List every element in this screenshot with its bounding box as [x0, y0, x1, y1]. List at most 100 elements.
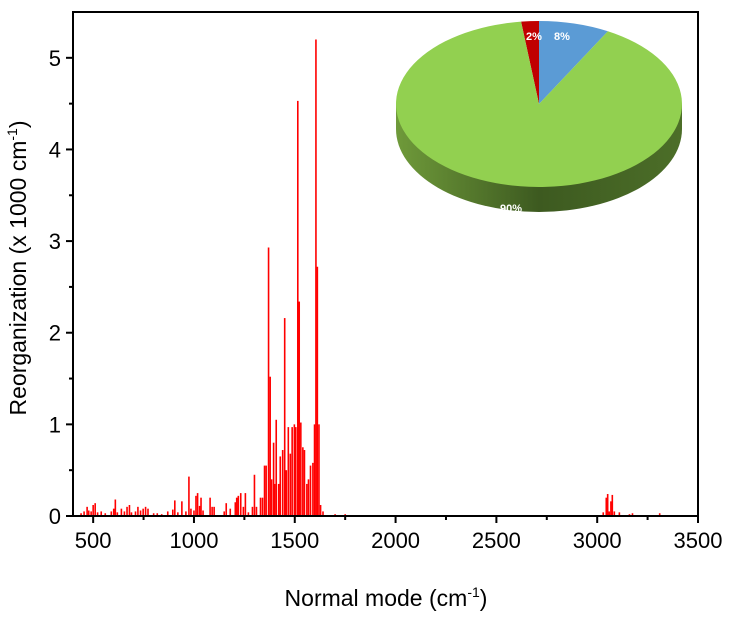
x-axis: 500 1000 1500 2000 2500 3000 3500 [75, 516, 723, 553]
spectrum-stick [255, 506, 258, 516]
y-tick-label: 3 [49, 229, 61, 254]
x-axis-label: Normal mode (cm-1) [285, 584, 488, 611]
spectrum-stick [92, 505, 94, 516]
spectrum-stick [211, 506, 213, 516]
x-tick-label: 2000 [371, 528, 420, 553]
x-tick-label: 2500 [472, 528, 521, 553]
spectrum-stick [190, 508, 192, 516]
spectrum-stick [156, 513, 159, 516]
spectrum-stick [185, 511, 187, 516]
y-tick-label: 2 [49, 321, 61, 346]
spectrum-stick [104, 513, 107, 516]
spectrum-stick [283, 318, 286, 516]
x-tick-label: 500 [75, 528, 112, 553]
spectrum-stick [209, 497, 211, 516]
spectrum-stick [123, 511, 126, 516]
spectrum-stick [247, 512, 250, 516]
spectrum-stick [322, 511, 324, 516]
spectrum-stick [198, 505, 201, 516]
plot-frame [72, 11, 699, 517]
spectrum-stick [110, 511, 113, 516]
spectrum-stick [294, 427, 297, 516]
spectrum-stick [80, 513, 82, 516]
spectrum-stick [270, 479, 273, 516]
spectrum-stick [144, 506, 147, 516]
spectrum-stick [261, 497, 264, 516]
spectrum-stick [244, 493, 247, 516]
spectrum-stick [90, 511, 92, 516]
spectrum-stick [83, 511, 85, 516]
pie-slice-label: 2% [526, 31, 542, 43]
spectrum-stick [263, 465, 266, 516]
x-tick-label: 1500 [270, 528, 319, 553]
spectrum-stick [309, 465, 312, 516]
spectrum-stick [313, 424, 316, 516]
spectrum-stick [139, 510, 142, 516]
y-tick-label: 5 [49, 46, 61, 71]
pie-slice-label: 90% [500, 203, 522, 215]
spectrum-sticks [80, 39, 661, 517]
spectrum-stick [605, 497, 608, 516]
spectrum-stick [275, 419, 278, 516]
spectrum-stick [126, 506, 128, 516]
spectrum-stick [315, 39, 317, 517]
spectrum-stick [235, 497, 238, 516]
spectrum-stick [120, 508, 123, 516]
spectrum-stick [94, 503, 96, 516]
spectrum-stick [137, 506, 139, 516]
spectrum-stick [658, 513, 661, 516]
pie-slice [521, 21, 539, 104]
spectrum-stick [100, 511, 103, 516]
pie-slice [395, 21, 682, 187]
spectrum-stick [613, 511, 616, 516]
spectrum-stick [234, 502, 237, 516]
spectrum-stick [285, 470, 288, 516]
spectrum-stick [618, 512, 621, 516]
spectrum-stick [213, 506, 215, 516]
spectrum-stick [177, 512, 179, 516]
spectrum-stick [253, 474, 256, 516]
spectrum-stick [293, 424, 296, 516]
spectrum-stick [239, 493, 242, 516]
spectrum-stick [181, 501, 183, 516]
spectrum-stick [307, 479, 310, 516]
spectrum-stick [96, 512, 99, 516]
spectrum-stick [196, 493, 199, 516]
spectrum-stick [195, 495, 197, 516]
spectrum-stick [611, 494, 614, 516]
spectrum-stick [128, 505, 131, 516]
spectrum-stick [306, 483, 308, 516]
spectrum-stick [200, 497, 202, 516]
spectrum-stick [277, 483, 280, 516]
spectrum-stick [269, 376, 271, 516]
x-tick-label: 3500 [674, 528, 723, 553]
spectrum-stick [273, 483, 276, 516]
y-tick-label: 0 [49, 504, 61, 529]
spectrum-stick [279, 456, 282, 516]
spectrum-stick [300, 422, 302, 516]
x-tick-label: 3000 [573, 528, 622, 553]
spectrum-stick [237, 495, 240, 516]
spectrum-stick [251, 506, 254, 516]
spectrum-stick [87, 510, 90, 516]
spectrum-stick [112, 508, 115, 516]
spectrum-stick [631, 513, 634, 516]
y-axis: 0 1 2 3 4 5 [49, 46, 73, 529]
spectrum-stick [174, 500, 176, 516]
spectrum-stick [229, 508, 232, 516]
spectrum-stick [272, 442, 275, 516]
spectrum-stick [114, 499, 117, 516]
y-tick-label: 1 [49, 412, 61, 437]
inset-pie-chart: 2% 8% 90% [395, 21, 682, 215]
spectrum-stick [606, 494, 609, 516]
spectrum-stick [225, 503, 228, 516]
y-tick-label: 4 [49, 137, 61, 162]
spectrum-stick [312, 462, 314, 516]
spectrum-stick [602, 512, 605, 516]
spectrum-stick [86, 506, 88, 516]
spectrum-stick [281, 450, 284, 516]
spectrum-stick [202, 510, 204, 516]
spectrum-stick [223, 511, 226, 516]
spectrum-stick [188, 476, 190, 516]
